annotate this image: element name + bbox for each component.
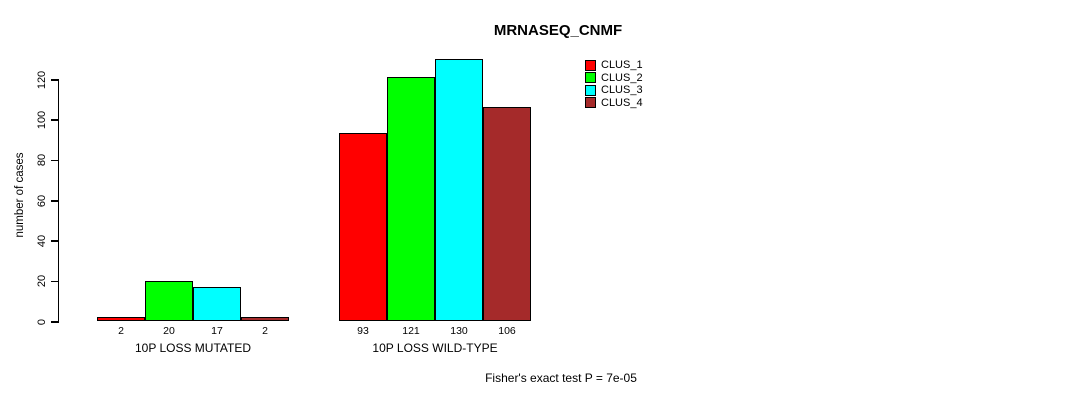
bar-clus_1 (339, 133, 387, 321)
bar-clus_4 (241, 316, 289, 321)
bar-clus_3 (193, 286, 241, 321)
chart-title: MRNASEQ_CNMF (493, 22, 623, 39)
legend-item: CLUS_4 (585, 97, 643, 110)
y-tick-label: 120 (36, 70, 48, 89)
y-tick-label: 40 (36, 234, 48, 248)
legend-swatch-clus_1 (585, 59, 596, 71)
category-label: 10P LOSS WILD-TYPE (372, 341, 498, 355)
y-tick-label: 60 (36, 194, 48, 207)
y-tick-label: 100 (36, 110, 48, 130)
bar-clus_2 (387, 76, 435, 321)
legend-swatch-clus_4 (585, 97, 596, 109)
legend-label: CLUS_3 (601, 84, 643, 97)
bar-value-label: 2 (262, 325, 268, 337)
y-tick-mark (50, 159, 58, 162)
y-tick-mark (50, 200, 58, 202)
legend-item: CLUS_2 (585, 72, 643, 85)
y-axis-line (57, 79, 59, 323)
bar-value-label: 106 (498, 325, 516, 337)
y-tick-mark (50, 280, 58, 283)
legend-label: CLUS_1 (601, 59, 643, 72)
category-label: 10P LOSS MUTATED (134, 341, 252, 355)
bar-value-label: 130 (450, 325, 468, 337)
legend-label: CLUS_2 (601, 71, 643, 84)
y-tick-mark (50, 119, 58, 121)
y-tick-mark (50, 79, 58, 81)
bar-value-label: 20 (163, 325, 175, 337)
bar-value-label: 2 (118, 325, 124, 337)
bar-clus_2 (145, 280, 193, 321)
y-tick-label: 80 (36, 154, 48, 167)
y-tick-mark (50, 321, 58, 323)
stat-test-annotation: Fisher's exact test P = 7e-05 (485, 371, 637, 385)
bar-clus_1 (97, 316, 145, 321)
bar-clus_3 (435, 58, 483, 321)
y-tick-mark (50, 240, 58, 242)
legend-swatch-clus_2 (585, 72, 596, 84)
bar-value-label: 17 (211, 325, 223, 337)
legend-label: CLUS_4 (601, 96, 643, 109)
legend-item: CLUS_3 (585, 84, 643, 97)
legend-item: CLUS_1 (585, 59, 643, 72)
y-axis-title: number of cases (14, 152, 26, 238)
y-tick-label: 20 (36, 275, 48, 288)
y-tick-label: 0 (36, 318, 48, 325)
legend-swatch-clus_3 (585, 84, 596, 96)
bar-clus_4 (483, 107, 531, 321)
legend: CLUS_1 CLUS_2 CLUS_3 CLUS_4 (585, 59, 643, 109)
bar-value-label: 93 (357, 325, 369, 337)
bar-value-label: 121 (402, 325, 420, 337)
